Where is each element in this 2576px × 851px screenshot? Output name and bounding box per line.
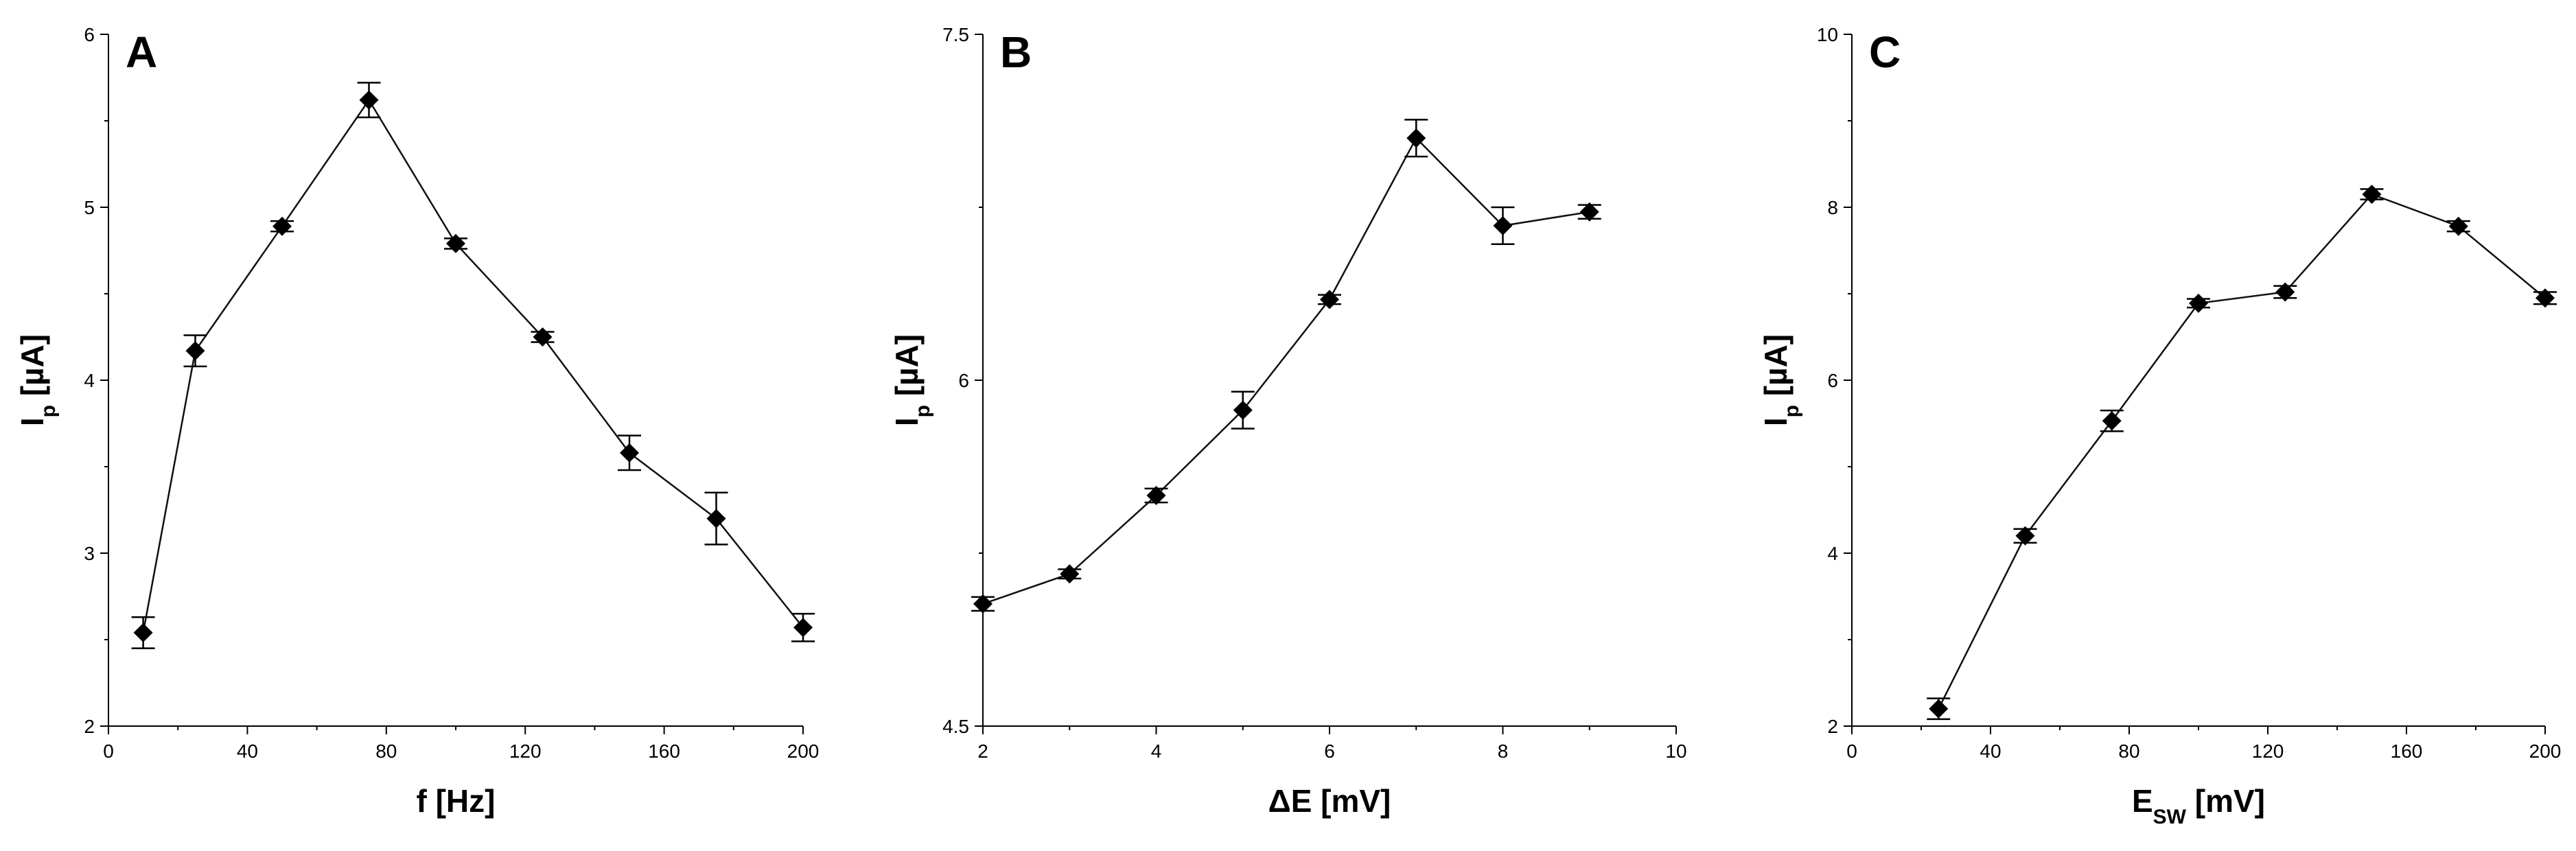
data-point-marker bbox=[973, 594, 993, 614]
y-axis-title-subscript: p bbox=[37, 405, 60, 417]
data-point-marker bbox=[1493, 215, 1513, 235]
x-axis-title: ESW [mV] bbox=[2132, 783, 2265, 828]
series-line bbox=[982, 137, 1590, 605]
x-axis-title-subscript: SW bbox=[2153, 806, 2187, 828]
x-tick-label: 160 bbox=[2391, 741, 2423, 762]
x-tick-label: 4 bbox=[1151, 741, 1162, 762]
x-tick-label: 80 bbox=[375, 741, 397, 762]
data-point-marker bbox=[2015, 526, 2035, 546]
data-point-marker bbox=[1060, 564, 1080, 584]
y-tick-label: 3 bbox=[84, 543, 95, 564]
y-axis-title-unit: [µA] bbox=[14, 334, 50, 405]
x-axis-title: ΔE [mV] bbox=[1268, 783, 1391, 819]
y-tick-label: 2 bbox=[84, 716, 95, 737]
x-tick-label: 200 bbox=[787, 741, 820, 762]
panel-letter: C bbox=[1869, 27, 1901, 77]
data-point-marker bbox=[2275, 282, 2295, 302]
x-axis-title: f [Hz] bbox=[417, 783, 496, 819]
y-tick-label: 4.5 bbox=[942, 716, 969, 737]
data-point-marker bbox=[272, 216, 292, 236]
y-axis-title-main: I bbox=[14, 417, 50, 426]
y-tick-label: 6 bbox=[1827, 370, 1838, 391]
x-tick-label: 120 bbox=[509, 741, 542, 762]
data-point-marker bbox=[1929, 699, 1949, 719]
y-axis-title: Ip [µA] bbox=[1758, 334, 1803, 426]
data-point-marker bbox=[2189, 293, 2208, 313]
series-line bbox=[1938, 193, 2546, 710]
panel-c: 0 40 80 120 160 200 2 4 6 8 10 ESW [mV] Ip [µA] C bbox=[1758, 24, 2561, 828]
x-tick-label: 8 bbox=[1498, 741, 1509, 762]
data-point-marker bbox=[1406, 128, 1426, 148]
data-point-marker bbox=[793, 618, 813, 638]
x-tick-label: 40 bbox=[1980, 741, 2001, 762]
data-point-marker bbox=[706, 509, 726, 528]
y-axis-title: Ip [µA] bbox=[889, 334, 934, 426]
y-axis-title-main: I bbox=[1758, 417, 1794, 426]
y-tick-label: 4 bbox=[84, 370, 95, 391]
x-tick-label: 80 bbox=[2118, 741, 2139, 762]
x-tick-label: 160 bbox=[648, 741, 680, 762]
y-axis-title-unit: [µA] bbox=[1758, 334, 1794, 405]
data-point-marker bbox=[620, 443, 639, 463]
x-axis-title-main: E bbox=[2132, 783, 2153, 819]
data-point-marker bbox=[2362, 185, 2382, 205]
data-point-marker bbox=[446, 233, 465, 253]
y-tick-label: 6 bbox=[84, 24, 95, 45]
x-tick-label: 40 bbox=[237, 741, 258, 762]
series-line bbox=[142, 98, 804, 633]
data-point-marker bbox=[2536, 288, 2555, 308]
y-tick-label: 2 bbox=[1827, 716, 1838, 737]
data-point-marker bbox=[1233, 400, 1253, 420]
panel-letter: A bbox=[126, 27, 157, 77]
y-axis-title-unit: [µA] bbox=[889, 334, 925, 405]
data-point-marker bbox=[533, 327, 553, 347]
y-axis-title: Ip [µA] bbox=[14, 334, 60, 426]
y-tick-label: 8 bbox=[1827, 197, 1838, 218]
data-point-marker bbox=[133, 622, 153, 642]
y-axis-title-subscript: p bbox=[912, 405, 934, 417]
y-tick-label: 4 bbox=[1827, 543, 1838, 564]
x-tick-label: 0 bbox=[103, 741, 114, 762]
data-point-marker bbox=[1146, 486, 1166, 505]
y-tick-label: 5 bbox=[84, 197, 95, 218]
y-axis-title-main: I bbox=[889, 417, 925, 426]
x-tick-label: 0 bbox=[1846, 741, 1857, 762]
y-tick-label: 10 bbox=[1817, 24, 1838, 45]
y-axis-title-subscript: p bbox=[1780, 405, 1803, 417]
y-tick-label: 6 bbox=[958, 370, 969, 391]
data-point-marker bbox=[2102, 411, 2122, 431]
panel-a: 0 40 80 120 160 200 2 3 4 5 6 f [Hz] Ip [µA] A bbox=[14, 24, 819, 819]
x-axis-title-unit: [mV] bbox=[2186, 783, 2265, 819]
data-point-marker bbox=[359, 90, 379, 110]
panel-letter: B bbox=[1000, 27, 1032, 77]
x-tick-label: 120 bbox=[2252, 741, 2284, 762]
x-tick-label: 10 bbox=[1665, 741, 1686, 762]
x-tick-label: 200 bbox=[2529, 741, 2562, 762]
y-tick-label: 7.5 bbox=[942, 24, 969, 45]
x-tick-label: 2 bbox=[977, 741, 988, 762]
x-tick-label: 6 bbox=[1324, 741, 1335, 762]
data-point-marker bbox=[1320, 290, 1339, 310]
data-point-marker bbox=[1579, 202, 1599, 222]
data-point-marker bbox=[185, 341, 205, 361]
panel-b: 2 4 6 8 10 4.5 6 7.5 ΔE [mV] Ip [µA] B bbox=[889, 24, 1687, 819]
data-point-marker bbox=[2448, 216, 2468, 236]
